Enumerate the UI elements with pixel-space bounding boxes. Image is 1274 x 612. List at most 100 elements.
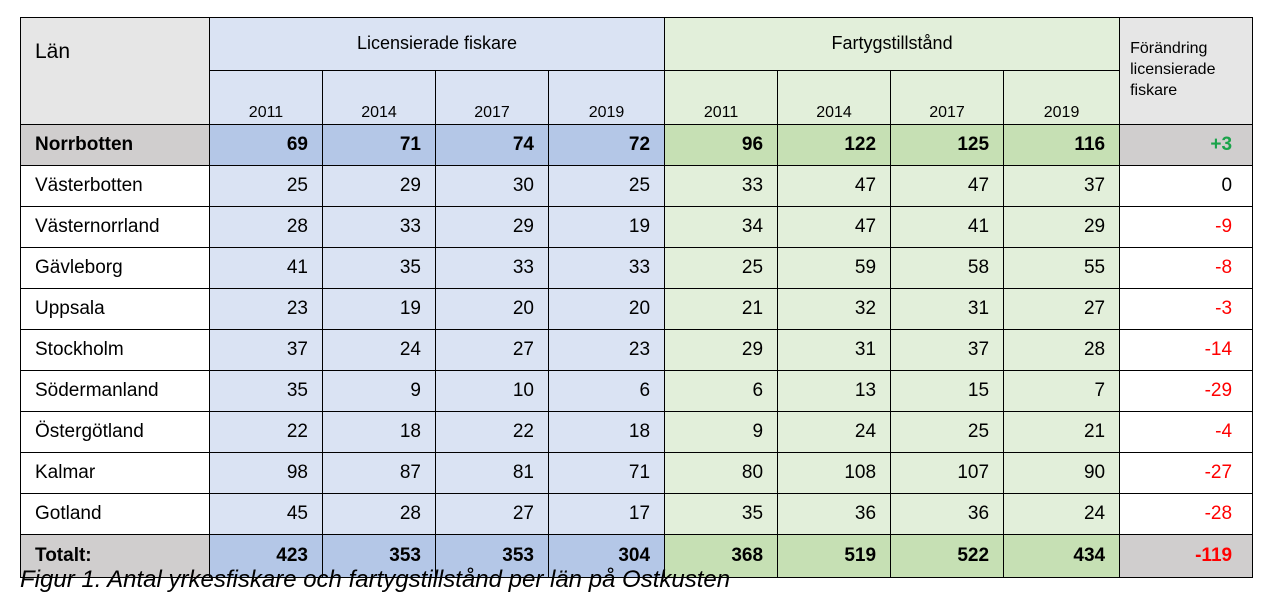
vessels-cell: 27 — [1003, 288, 1121, 330]
change-cell: -14 — [1119, 329, 1254, 371]
change-cell: +3 — [1119, 124, 1254, 166]
licenses-cell: 20 — [435, 288, 549, 330]
licenses-year-header: 2017 — [435, 69, 549, 126]
change-header: Förändring licensierade fiskare — [1119, 17, 1254, 125]
figure-caption: Figur 1. Antal yrkesfiskare och fartygst… — [20, 566, 731, 593]
table-row: Kalmar 98 87 81 71 80 108 107 90 -27 — [20, 452, 1254, 494]
table-row: Stockholm 37 24 27 23 29 31 37 28 -14 — [20, 329, 1254, 371]
header-row-years: 2011 2014 2017 2019 2011 2014 2017 2019 — [21, 69, 1253, 126]
vessels-cell: 29 — [664, 329, 779, 371]
licenses-cell: 304 — [547, 534, 666, 578]
vessels-cell: 41 — [890, 206, 1005, 248]
vessels-cell: 47 — [777, 206, 892, 248]
licenses-cell: 29 — [435, 206, 549, 248]
county-name: Gotland — [20, 493, 210, 535]
vessels-cell: 31 — [890, 288, 1005, 330]
vessels-cell: 125 — [890, 124, 1005, 166]
licenses-cell: 22 — [435, 411, 549, 453]
county-name: Västernorrland — [20, 206, 210, 248]
table-row: Västerbotten 25 29 30 25 33 47 47 37 0 — [20, 165, 1254, 207]
change-cell: -29 — [1119, 370, 1254, 412]
licenses-cell: 37 — [209, 329, 323, 371]
change-cell: -3 — [1119, 288, 1254, 330]
county-name: Uppsala — [20, 288, 210, 330]
table-row: Södermanland 35 9 10 6 6 13 15 7 -29 — [20, 370, 1254, 412]
table-body: Norrbotten 69 71 74 72 96 122 125 116 +3 Västerbot… — [20, 124, 1254, 578]
vessels-cell: 37 — [890, 329, 1005, 371]
county-name: Gävleborg — [20, 247, 210, 289]
vessels-cell: 24 — [1003, 493, 1121, 535]
licenses-cell: 28 — [209, 206, 323, 248]
licenses-cell: 19 — [322, 288, 436, 330]
change-header-line: Förändring — [1130, 40, 1208, 57]
lan-header: Län — [20, 17, 210, 125]
licenses-cell: 22 — [209, 411, 323, 453]
vessels-cell: 434 — [1003, 534, 1121, 578]
vessels-cell: 58 — [890, 247, 1005, 289]
vessels-cell: 31 — [777, 329, 892, 371]
change-cell: -119 — [1119, 534, 1254, 578]
licenses-cell: 30 — [435, 165, 549, 207]
county-name: Södermanland — [20, 370, 210, 412]
licenses-cell: 35 — [209, 370, 323, 412]
licenses-cell: 423 — [209, 534, 323, 578]
change-cell: -28 — [1119, 493, 1254, 535]
fishery-table: Län Licensierade fiskare Fartygstillstån… — [20, 17, 1254, 578]
vessels-cell: 24 — [777, 411, 892, 453]
vessels-year-header: 2011 — [664, 69, 779, 126]
change-cell: 0 — [1119, 165, 1254, 207]
vessels-cell: 36 — [890, 493, 1005, 535]
table-row: Norrbotten 69 71 74 72 96 122 125 116 +3 — [20, 124, 1254, 166]
licenses-cell: 17 — [547, 493, 666, 535]
vessels-cell: 32 — [777, 288, 892, 330]
licenses-cell: 25 — [209, 165, 323, 207]
change-cell: -9 — [1119, 206, 1254, 248]
licenses-year-header: 2011 — [209, 69, 323, 126]
vessels-year-header: 2017 — [890, 69, 1005, 126]
table-row: Östergötland 22 18 22 18 9 24 25 21 -4 — [20, 411, 1254, 453]
change-header-line: licensierade — [1130, 61, 1216, 78]
vessels-cell: 47 — [777, 165, 892, 207]
county-name: Norrbotten — [20, 124, 210, 166]
licenses-cell: 29 — [322, 165, 436, 207]
vessels-cell: 522 — [890, 534, 1005, 578]
licenses-cell: 353 — [322, 534, 436, 578]
licenses-cell: 353 — [435, 534, 549, 578]
county-name: Stockholm — [20, 329, 210, 371]
licenses-year-header: 2014 — [322, 69, 436, 126]
licenses-cell: 87 — [322, 452, 436, 494]
vessels-year-header: 2019 — [1003, 69, 1121, 126]
vessels-cell: 90 — [1003, 452, 1121, 494]
licenses-cell: 18 — [547, 411, 666, 453]
vessels-group-header: Fartygstillstånd — [664, 17, 1121, 71]
vessels-cell: 21 — [664, 288, 779, 330]
vessels-cell: 28 — [1003, 329, 1121, 371]
vessels-cell: 80 — [664, 452, 779, 494]
vessels-cell: 21 — [1003, 411, 1121, 453]
change-cell: -4 — [1119, 411, 1254, 453]
total-label: Totalt: — [20, 534, 210, 578]
change-cell: -8 — [1119, 247, 1254, 289]
licenses-cell: 74 — [435, 124, 549, 166]
licenses-cell: 19 — [547, 206, 666, 248]
vessels-cell: 33 — [664, 165, 779, 207]
vessels-cell: 368 — [664, 534, 779, 578]
licenses-cell: 35 — [322, 247, 436, 289]
vessels-cell: 519 — [777, 534, 892, 578]
vessels-cell: 7 — [1003, 370, 1121, 412]
licenses-cell: 24 — [322, 329, 436, 371]
licenses-cell: 23 — [209, 288, 323, 330]
licenses-year-header: 2019 — [547, 69, 666, 126]
total-row: Totalt: 423 353 353 304 368 519 522 434 -119 — [20, 534, 1254, 578]
table-header: Län Licensierade fiskare Fartygstillstån… — [20, 17, 1254, 126]
vessels-cell: 34 — [664, 206, 779, 248]
licenses-cell: 27 — [435, 493, 549, 535]
county-name: Västerbotten — [20, 165, 210, 207]
licenses-cell: 25 — [547, 165, 666, 207]
header-row-groups: Län Licensierade fiskare Fartygstillstån… — [20, 17, 1254, 125]
vessels-year-header: 2014 — [777, 69, 892, 126]
vessels-cell: 9 — [664, 411, 779, 453]
vessels-cell: 37 — [1003, 165, 1121, 207]
vessels-cell: 96 — [664, 124, 779, 166]
vessels-cell: 15 — [890, 370, 1005, 412]
